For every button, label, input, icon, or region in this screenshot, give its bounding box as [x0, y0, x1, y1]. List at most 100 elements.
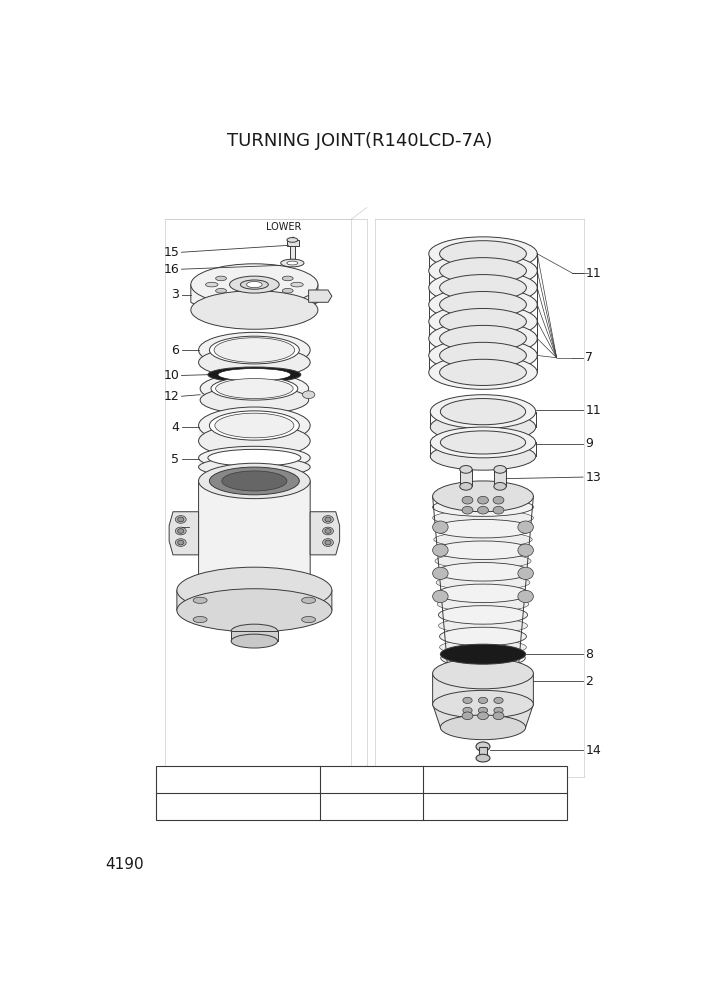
Ellipse shape: [429, 288, 537, 321]
Ellipse shape: [199, 463, 310, 499]
Text: Included item: Included item: [454, 773, 536, 786]
Ellipse shape: [209, 411, 299, 440]
Ellipse shape: [462, 496, 473, 504]
Text: 11: 11: [585, 267, 601, 280]
Bar: [156, 766, 567, 819]
Ellipse shape: [440, 431, 526, 454]
Ellipse shape: [323, 527, 333, 535]
Bar: [287, 240, 298, 246]
Text: 6: 6: [171, 343, 179, 356]
Ellipse shape: [429, 305, 537, 338]
Ellipse shape: [231, 624, 277, 638]
Polygon shape: [199, 458, 310, 472]
Ellipse shape: [432, 658, 534, 688]
Text: Parts no: Parts no: [347, 773, 396, 786]
Ellipse shape: [209, 336, 299, 364]
Ellipse shape: [177, 588, 332, 632]
Ellipse shape: [439, 640, 526, 655]
Ellipse shape: [439, 292, 526, 317]
Ellipse shape: [477, 506, 489, 514]
Ellipse shape: [430, 395, 536, 429]
Ellipse shape: [215, 414, 294, 437]
Ellipse shape: [440, 644, 526, 665]
Ellipse shape: [518, 567, 534, 579]
Ellipse shape: [211, 377, 298, 400]
Ellipse shape: [429, 271, 537, 305]
Ellipse shape: [494, 697, 503, 703]
Polygon shape: [199, 481, 310, 590]
Ellipse shape: [230, 276, 279, 293]
Bar: [460, 469, 472, 486]
Ellipse shape: [460, 482, 472, 490]
Ellipse shape: [439, 275, 526, 301]
Text: 4190: 4190: [105, 857, 143, 872]
Ellipse shape: [200, 386, 309, 414]
Ellipse shape: [177, 567, 332, 613]
Ellipse shape: [477, 712, 489, 719]
Ellipse shape: [439, 618, 528, 634]
Polygon shape: [231, 631, 277, 641]
Ellipse shape: [199, 347, 310, 378]
Ellipse shape: [478, 697, 488, 703]
Ellipse shape: [214, 337, 295, 362]
Bar: [494, 469, 506, 486]
Ellipse shape: [218, 368, 291, 381]
Bar: [479, 747, 487, 758]
Ellipse shape: [281, 259, 304, 267]
Text: 3: 3: [171, 288, 179, 302]
Ellipse shape: [432, 567, 448, 579]
Ellipse shape: [463, 707, 472, 713]
Ellipse shape: [303, 391, 314, 399]
Text: 4: 4: [171, 421, 179, 434]
Ellipse shape: [178, 541, 184, 545]
Ellipse shape: [439, 241, 526, 267]
Text: 1: 1: [171, 521, 179, 534]
Ellipse shape: [199, 424, 310, 458]
Ellipse shape: [323, 516, 333, 524]
Ellipse shape: [429, 355, 537, 389]
Ellipse shape: [429, 338, 537, 372]
Ellipse shape: [325, 517, 331, 522]
Ellipse shape: [436, 575, 530, 590]
Ellipse shape: [432, 590, 448, 602]
Ellipse shape: [432, 521, 448, 534]
Ellipse shape: [432, 481, 534, 512]
Polygon shape: [432, 704, 534, 727]
Ellipse shape: [494, 465, 506, 473]
Polygon shape: [309, 290, 332, 303]
Text: 14: 14: [585, 744, 601, 757]
Ellipse shape: [430, 412, 536, 442]
Ellipse shape: [325, 529, 331, 534]
Text: 5: 5: [171, 453, 179, 466]
Ellipse shape: [441, 649, 525, 668]
Ellipse shape: [231, 634, 277, 648]
Ellipse shape: [282, 276, 293, 281]
Ellipse shape: [222, 471, 287, 491]
Text: 10: 10: [164, 369, 179, 382]
Ellipse shape: [437, 584, 529, 602]
Polygon shape: [199, 350, 310, 368]
Ellipse shape: [439, 342, 526, 368]
Ellipse shape: [429, 254, 537, 288]
Polygon shape: [169, 512, 199, 555]
Ellipse shape: [442, 671, 524, 688]
Ellipse shape: [193, 616, 207, 623]
Ellipse shape: [439, 359, 526, 386]
Text: 11: 11: [585, 404, 601, 417]
Ellipse shape: [191, 291, 318, 329]
Ellipse shape: [439, 258, 526, 284]
Text: UPPER: UPPER: [467, 796, 499, 806]
Text: 7, 8, 9, 10, 11: 7, 8, 9, 10, 11: [453, 800, 536, 812]
Ellipse shape: [493, 712, 504, 719]
Ellipse shape: [176, 539, 186, 547]
Ellipse shape: [493, 506, 504, 514]
Ellipse shape: [208, 367, 301, 382]
Ellipse shape: [476, 754, 490, 762]
Ellipse shape: [429, 237, 537, 271]
Text: 12: 12: [164, 390, 179, 403]
Text: 16: 16: [164, 263, 179, 276]
Bar: [290, 242, 296, 259]
Ellipse shape: [432, 510, 534, 526]
Ellipse shape: [478, 707, 488, 713]
Ellipse shape: [437, 596, 529, 612]
